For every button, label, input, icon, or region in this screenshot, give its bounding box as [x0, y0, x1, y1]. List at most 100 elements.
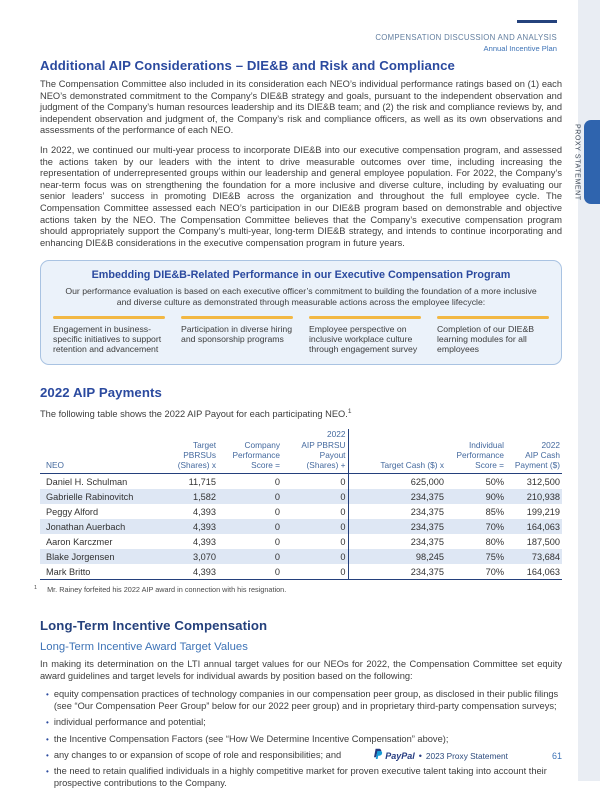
- table-footnote: 1 Mr. Rainey forfeited his 2022 AIP awar…: [34, 585, 562, 595]
- footer-separator: •: [418, 751, 422, 761]
- cell-target-pbrsus: 1,582: [160, 489, 218, 505]
- bullet-glyph: •: [46, 690, 49, 700]
- cell-neo: Aaron Karczmer: [46, 536, 113, 547]
- cell-target-pbrsus: 11,715: [188, 476, 216, 487]
- list-item-text: individual performance and potential;: [53, 717, 206, 728]
- list-item-text: any changes to or expansion of scope of …: [53, 750, 342, 761]
- gold-rule: [437, 315, 549, 319]
- page-number: 61: [551, 751, 562, 761]
- gold-rule: [181, 315, 293, 319]
- section-subtitle: Annual Incentive Plan: [483, 44, 557, 53]
- cell-target-cash: 234,375: [347, 564, 446, 580]
- paragraph-aip-1: The Compensation Committee also included…: [40, 79, 562, 136]
- footnote-marker: 1: [34, 585, 38, 592]
- cell-aip-cash-payment: 164,063: [526, 566, 560, 577]
- list-item-text: the need to retain qualified individuals…: [53, 766, 547, 788]
- cell-neo: Gabrielle Rabinovitch: [40, 489, 160, 505]
- cell-aip-pbrsu-payout: 0: [340, 566, 346, 577]
- list-item: • the Incentive Compensation Factors (see…: [40, 734, 562, 745]
- infobox-title: Embedding DIE&B-Related Performance in o…: [91, 269, 511, 282]
- paypal-logo-icon: [373, 747, 383, 765]
- cell-target-pbrsus: 4,393: [193, 506, 216, 517]
- infobox-subtitle: Our performance evaluation is based on e…: [65, 286, 537, 307]
- col-header-target-pbrsus: Target PBRSUs (Shares) x: [160, 429, 218, 475]
- list-item-text: equity compensation practices of technol…: [53, 689, 559, 711]
- footer-doc-title: 2023 Proxy Statement: [425, 751, 508, 761]
- bullet-glyph: •: [46, 751, 49, 761]
- subheading-lti-target-values: Long-Term Incentive Award Target Values: [40, 641, 248, 654]
- gold-rule: [53, 315, 165, 319]
- infobox-item: Employee perspective on inclusive workpl…: [309, 323, 418, 355]
- table-row: Daniel H. Schulman 11,715 0 0 625,000 50…: [40, 473, 562, 490]
- bullet-glyph: •: [46, 718, 49, 728]
- footnote-text: Mr. Rainey forfeited his 2022 AIP award …: [47, 585, 287, 595]
- table-header-row: NEO Target PBRSUs (Shares) x Company Per…: [40, 429, 562, 475]
- lti-intro-paragraph: In making its determination on the LTI a…: [40, 659, 562, 681]
- infobox-column: Completion of our DIE&B learning modules…: [437, 315, 549, 355]
- cell-neo: Jonathan Auerbach: [40, 519, 160, 535]
- lti-bullet-list: • equity compensation practices of techno…: [40, 689, 562, 789]
- dieb-performance-infobox: Embedding DIE&B-Related Performance in o…: [40, 260, 562, 365]
- infobox-column: Engagement in business-specific initiati…: [53, 315, 165, 355]
- cell-company-score: 0: [274, 506, 280, 517]
- cell-individual-score: 50%: [485, 476, 504, 487]
- col-header-aip-pbrsu-payout: 2022 AIP PBRSU Payout (Shares) +: [282, 429, 348, 475]
- cell-aip-cash-payment: 210,938: [506, 489, 562, 505]
- cell-target-cash: 234,375: [347, 534, 446, 550]
- cell-aip-cash-payment: 164,063: [506, 519, 562, 535]
- page-content: Additional AIP Considerations – DIE&B an…: [34, 58, 562, 794]
- list-item: • any changes to or expansion of scope of…: [40, 750, 562, 761]
- cell-company-score: 0: [218, 519, 282, 535]
- paypal-brand: PayPal • 2023 Proxy Statement: [373, 747, 508, 765]
- chapter-title: COMPENSATION DISCUSSION AND ANALYSIS: [375, 33, 557, 42]
- table-row: Gabrielle Rabinovitch 1,582 0 0 234,375 …: [40, 489, 562, 505]
- cell-neo: Blake Jorgensen: [40, 549, 160, 565]
- list-item-text: the Incentive Compensation Factors (see …: [53, 733, 449, 744]
- cell-target-cash: 98,245: [347, 549, 446, 565]
- cell-neo: Mark Britto: [46, 566, 91, 577]
- col-header-target-cash: Target Cash ($) x: [347, 429, 446, 475]
- cell-individual-score: 70%: [446, 519, 506, 535]
- gold-rule: [309, 315, 421, 319]
- aip-table-intro: The following table shows the 2022 AIP P…: [40, 406, 562, 421]
- infobox-column: Participation in diverse hiring and spon…: [181, 315, 293, 355]
- cell-aip-cash-payment: 187,500: [526, 536, 560, 547]
- infobox-item: Completion of our DIE&B learning modules…: [437, 323, 535, 355]
- heading-lti-compensation: Long-Term Incentive Compensation: [40, 618, 268, 634]
- cell-individual-score: 70%: [485, 566, 504, 577]
- cell-company-score: 0: [218, 489, 282, 505]
- paypal-wordmark: PayPal: [385, 751, 415, 761]
- heading-2022-aip-payments: 2022 AIP Payments: [40, 384, 162, 400]
- infobox-columns: Engagement in business-specific initiati…: [53, 315, 549, 355]
- cell-target-cash: 234,375: [347, 519, 446, 535]
- cell-aip-cash-payment: 199,219: [526, 506, 560, 517]
- paragraph-aip-2: In 2022, we continued our multi-year pro…: [40, 144, 562, 248]
- col-header-aip-cash-payment: 2022 AIP Cash Payment ($): [506, 429, 562, 475]
- cell-aip-cash-payment: 312,500: [526, 476, 560, 487]
- header-accent-bar: [517, 20, 557, 23]
- cell-target-pbrsus: 4,393: [193, 536, 216, 547]
- proxy-statement-section-tab[interactable]: [584, 120, 600, 204]
- col-header-individual-score: Individual Performance Score =: [446, 429, 506, 475]
- footnote-marker: 1: [347, 407, 352, 415]
- table-row: Aaron Karczmer 4,393 0 0 234,375 80% 187…: [40, 534, 562, 550]
- cell-aip-pbrsu-payout: 0: [282, 549, 348, 565]
- table-row: Peggy Alford 4,393 0 0 234,375 85% 199,2…: [40, 504, 562, 520]
- infobox-item: Engagement in business-specific initiati…: [53, 323, 162, 355]
- cell-aip-pbrsu-payout: 0: [282, 519, 348, 535]
- cell-aip-pbrsu-payout: 0: [340, 476, 346, 487]
- cell-target-pbrsus: 3,070: [160, 549, 218, 565]
- cell-target-pbrsus: 4,393: [193, 566, 216, 577]
- cell-individual-score: 80%: [485, 536, 504, 547]
- side-tab-label: PROXY STATEMENT: [573, 123, 581, 201]
- cell-aip-pbrsu-payout: 0: [282, 489, 348, 505]
- side-strip: [578, 0, 600, 781]
- cell-aip-pbrsu-payout: 0: [340, 536, 346, 547]
- cell-individual-score: 85%: [485, 506, 504, 517]
- list-item: • the need to retain qualified individual…: [40, 766, 562, 789]
- table-row: Blake Jorgensen 3,070 0 0 98,245 75% 73,…: [40, 549, 562, 565]
- aip-table-intro-text: The following table shows the 2022 AIP P…: [40, 408, 348, 419]
- cell-target-cash: 625,000: [347, 473, 446, 490]
- page-footer: PayPal • 2023 Proxy Statement 61: [373, 747, 562, 765]
